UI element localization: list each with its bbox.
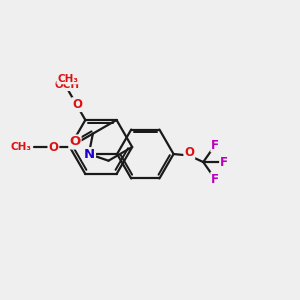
Text: OCH: OCH — [54, 80, 80, 90]
Text: O: O — [69, 136, 81, 148]
Text: F: F — [211, 139, 219, 152]
Text: F: F — [220, 155, 228, 169]
Text: O: O — [184, 146, 194, 159]
Text: F: F — [211, 172, 219, 186]
Text: O: O — [48, 140, 59, 154]
Text: N: N — [84, 148, 95, 161]
Text: CH₃: CH₃ — [57, 74, 78, 84]
Text: O: O — [72, 98, 82, 111]
Text: CH₃: CH₃ — [11, 142, 32, 152]
